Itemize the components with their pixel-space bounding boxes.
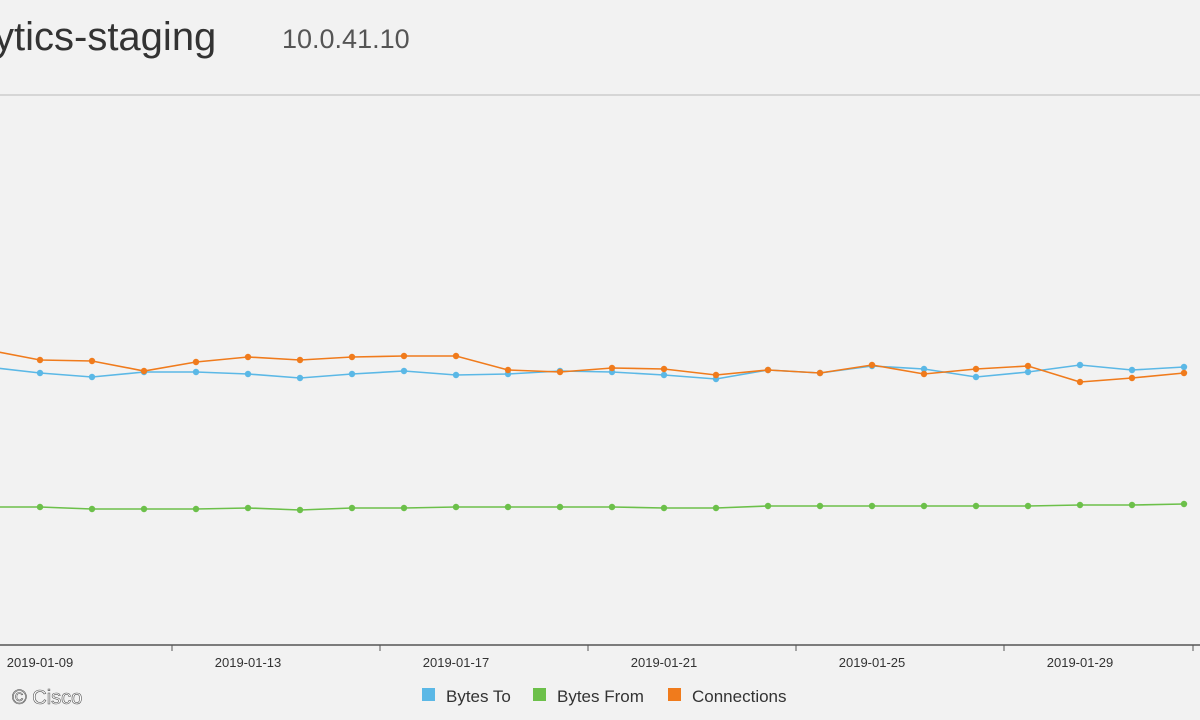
data-point [920,502,928,510]
data-point [192,505,200,513]
data-point [1180,369,1188,377]
series-line [0,364,1185,380]
data-point [1024,362,1032,370]
data-point [972,365,980,373]
data-point [764,366,772,374]
data-point [556,503,564,511]
data-point [244,504,252,512]
data-point [296,356,304,364]
x-tick-label: 2019-01-13 [215,655,282,670]
series-line [0,503,1185,511]
data-point [712,371,720,379]
data-point [348,353,356,361]
watermark: © Cisco [12,687,82,709]
data-point [1024,368,1032,376]
x-tick-label: 2019-01-29 [1047,655,1114,670]
data-point [296,506,304,514]
data-point [608,364,616,372]
data-point [504,366,512,374]
data-point [88,373,96,381]
data-point [660,365,668,373]
series-line [0,351,1185,383]
data-point [1024,502,1032,510]
data-point [452,371,460,379]
data-point [192,358,200,366]
x-tick-label: 2019-01-17 [423,655,490,670]
legend-swatch [533,688,546,701]
data-point [296,374,304,382]
data-point [712,504,720,512]
legend-label: Connections [692,687,787,706]
axis-ticks [171,645,1194,651]
ip-address: 10.0.41.10 [282,24,410,54]
data-point [88,357,96,365]
page-title: ytics-staging [0,15,216,59]
legend-swatch [422,688,435,701]
data-point [400,504,408,512]
x-tick-label: 2019-01-21 [631,655,698,670]
data-point [1076,361,1084,369]
data-point [1128,374,1136,382]
data-point [400,352,408,360]
data-point [868,502,876,510]
data-point [192,368,200,376]
data-point [972,373,980,381]
data-point [504,503,512,511]
data-point [140,367,148,375]
data-point [816,369,824,377]
data-point [36,503,44,511]
data-point [972,502,980,510]
x-tick-label: 2019-01-09 [7,655,74,670]
legend-swatch [668,688,681,701]
data-point [1076,501,1084,509]
data-point [244,353,252,361]
data-point [660,371,668,379]
data-point [348,504,356,512]
data-point [244,370,252,378]
data-point [816,502,824,510]
data-point [1128,501,1136,509]
data-point [920,370,928,378]
data-point [400,367,408,375]
legend-label: Bytes To [446,687,511,706]
data-point [1180,363,1188,371]
data-point [452,503,460,511]
data-point [608,503,616,511]
data-point [36,369,44,377]
data-point [660,504,668,512]
data-point [452,352,460,360]
data-point [1076,378,1084,386]
data-point [1128,366,1136,374]
data-point [1180,500,1188,508]
legend-label: Bytes From [557,687,644,706]
data-point [764,502,772,510]
data-point [348,370,356,378]
data-point [920,365,928,373]
data-point [868,361,876,369]
data-point [88,505,96,513]
x-tick-label: 2019-01-25 [839,655,906,670]
data-point [556,368,564,376]
data-point [36,356,44,364]
data-point [140,505,148,513]
